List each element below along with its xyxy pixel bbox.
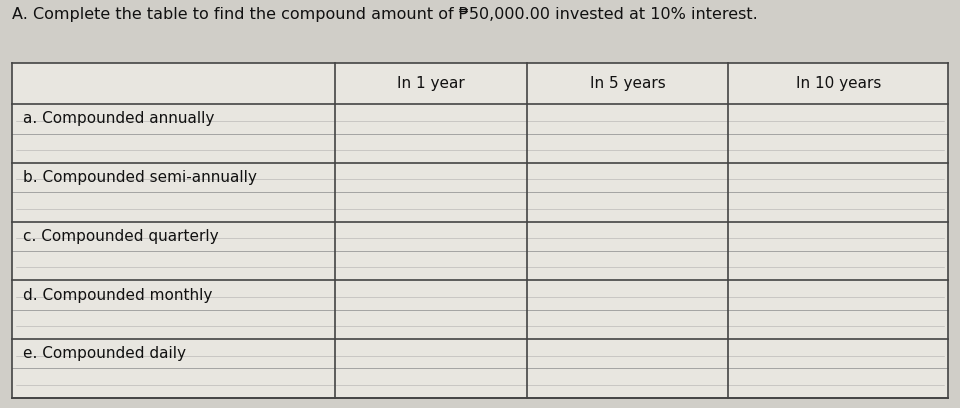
Text: In 10 years: In 10 years bbox=[796, 76, 881, 91]
Text: a. Compounded annually: a. Compounded annually bbox=[23, 111, 214, 126]
Text: In 5 years: In 5 years bbox=[589, 76, 665, 91]
Bar bbox=[12, 63, 948, 398]
Text: e. Compounded daily: e. Compounded daily bbox=[23, 346, 186, 361]
Text: A. Complete the table to find the compound amount of ₱50,000.00 invested at 10% : A. Complete the table to find the compou… bbox=[12, 7, 757, 22]
Text: c. Compounded quarterly: c. Compounded quarterly bbox=[23, 229, 218, 244]
Text: In 1 year: In 1 year bbox=[396, 76, 465, 91]
Text: b. Compounded semi-annually: b. Compounded semi-annually bbox=[23, 170, 256, 185]
Text: d. Compounded monthly: d. Compounded monthly bbox=[23, 288, 212, 303]
